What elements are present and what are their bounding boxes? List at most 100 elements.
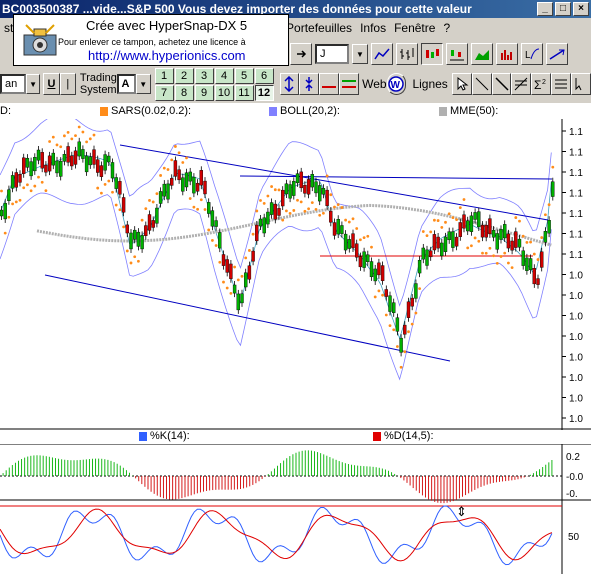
system-number-7[interactable]: 7	[154, 84, 174, 101]
system-number-10[interactable]: 10	[214, 84, 234, 101]
menu-item-infos[interactable]: Infos	[360, 21, 387, 35]
trading-system-combo[interactable]: A	[117, 74, 136, 94]
zoom-out-button[interactable]	[299, 73, 320, 95]
price-axis-label: 1.1	[569, 189, 583, 200]
svg-text:2: 2	[542, 79, 546, 86]
system-number-9[interactable]: 9	[194, 84, 214, 101]
candle-body	[380, 265, 385, 282]
minimize-button[interactable]: _	[537, 2, 553, 16]
stoch-k-swatch	[139, 431, 147, 441]
toolbar-top: J ▼ L	[290, 40, 591, 68]
system-number-6[interactable]: 6	[254, 67, 274, 84]
period-dropdown-button[interactable]: ▼	[352, 44, 368, 64]
sar-dot	[92, 133, 96, 137]
legend-fragment: D:	[0, 105, 11, 117]
candle-body	[184, 172, 189, 188]
sar-dot	[59, 145, 63, 149]
sar-dot	[85, 140, 88, 144]
legend-boll[interactable]: BOLL(20,2):	[269, 105, 340, 117]
font-combo[interactable]: an	[0, 74, 26, 94]
line-tool-button[interactable]	[471, 73, 492, 95]
maximize-button[interactable]: □	[555, 2, 571, 16]
system-number-2[interactable]: 2	[174, 67, 194, 84]
log-scale-button[interactable]: L	[521, 43, 543, 65]
candle-body	[7, 189, 11, 202]
menu-item-portefeuilles[interactable]: Portefeuilles	[286, 21, 353, 35]
menu-item-help[interactable]: ?	[443, 21, 451, 35]
candle-body	[377, 262, 381, 276]
trading-system-dropdown-button[interactable]: ▼	[136, 74, 151, 94]
candle-body	[51, 152, 55, 166]
font-dropdown-button[interactable]: ▼	[25, 74, 41, 94]
separator-button[interactable]: |	[59, 73, 76, 95]
resistance-line	[239, 175, 553, 180]
menu-item-fenetre[interactable]: Fenêtre	[394, 21, 436, 35]
watermark-link[interactable]: http://www.hyperionics.com	[88, 48, 246, 63]
title-bar[interactable]: BC003500387 ...vide...S&P 500 Vous devez…	[0, 0, 591, 18]
diagonal-line-icon	[495, 77, 509, 91]
hline-red-button[interactable]	[319, 73, 340, 95]
histogram-button[interactable]	[496, 43, 518, 65]
web-button[interactable]: W	[386, 73, 407, 95]
legend-stoch-d[interactable]: %D(14,5):	[373, 430, 434, 442]
candle-body	[528, 258, 533, 270]
zoom-vertical-button[interactable]	[279, 73, 300, 95]
area-chart-button[interactable]	[471, 43, 493, 65]
sar-dot	[403, 350, 407, 354]
sar-dot	[355, 227, 359, 230]
legend-sar[interactable]: SARS(0.02,0.2):	[100, 105, 191, 117]
legend-stoch-k-label: %K(14):	[150, 430, 190, 442]
sar-dot	[418, 287, 421, 291]
sar-dot	[236, 278, 240, 282]
sar-dot	[214, 244, 218, 247]
price-chart[interactable]: 1.1 1.1 1.1 1.1 1.1 1.1 1.1 1.0 1.0 1.0 1.0 1.0 1.0 1…	[0, 103, 591, 574]
close-button[interactable]: ×	[573, 2, 589, 16]
sar-dot	[225, 286, 229, 290]
price-axis-label: 1.1	[569, 209, 583, 220]
hline-green-button[interactable]	[339, 73, 360, 95]
nav-right-button[interactable]	[290, 43, 312, 65]
sar-dot	[111, 190, 114, 194]
watermark-line-2: Pour enlever ce tampon, achetez une lice…	[58, 37, 246, 47]
candle-body	[310, 174, 314, 188]
system-number-12[interactable]: 12	[254, 84, 274, 101]
candlestick-button[interactable]	[421, 43, 443, 65]
web-label[interactable]: Web	[362, 77, 387, 91]
sar-dot	[63, 134, 66, 138]
system-number-11[interactable]: 11	[234, 84, 254, 101]
system-number-4[interactable]: 4	[214, 67, 234, 84]
fibonacci-tool-button[interactable]	[511, 73, 532, 95]
legend-stoch-k[interactable]: %K(14):	[139, 430, 190, 442]
sar-dot	[359, 238, 362, 242]
sar-dot	[429, 230, 433, 234]
system-number-1[interactable]: 1	[154, 67, 174, 84]
parallel-lines-button[interactable]	[551, 73, 572, 95]
pointer-tool-button[interactable]	[451, 73, 472, 95]
sar-dot	[174, 145, 177, 148]
candle-body	[199, 170, 204, 186]
sar-dot	[14, 200, 18, 204]
candle-volume-button[interactable]	[446, 43, 468, 65]
system-number-3[interactable]: 3	[194, 67, 214, 84]
period-combo[interactable]: J	[315, 44, 349, 64]
sar-dot	[525, 240, 529, 244]
trend-tool-button[interactable]	[546, 43, 568, 65]
chart-area[interactable]: 1.1 1.1 1.1 1.1 1.1 1.1 1.1 1.0 1.0 1.0 1.0 1.0 1.0 1…	[0, 103, 591, 574]
line-tool-2-button[interactable]	[491, 73, 512, 95]
legend-mme[interactable]: MME(50):	[439, 105, 498, 117]
price-axis-label: 1.0	[569, 373, 583, 384]
underline-button[interactable]: U	[43, 73, 60, 95]
system-number-8[interactable]: 8	[174, 84, 194, 101]
more-tools-button[interactable]	[571, 73, 591, 95]
sar-dot	[100, 191, 103, 195]
sar-dot	[7, 215, 11, 219]
bar-chart-button[interactable]	[396, 43, 418, 65]
sar-dot	[336, 203, 340, 207]
candle-body	[25, 157, 30, 168]
system-number-5[interactable]: 5	[234, 67, 254, 84]
sar-dot	[22, 186, 26, 190]
candle-body	[403, 324, 407, 335]
sar-dot	[540, 236, 544, 239]
line-chart-button[interactable]	[371, 43, 393, 65]
